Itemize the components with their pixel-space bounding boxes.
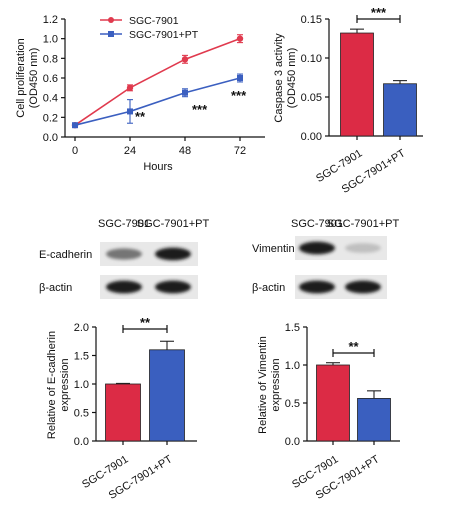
- y-axis-label: Relative of E-cadherinexpression: [46, 331, 71, 439]
- band-label: Vimentin: [252, 243, 295, 255]
- lane-header: SGC-7901+PT: [327, 218, 400, 230]
- x-tick-label: 0: [72, 145, 78, 157]
- y-tick-label: 0.5: [285, 398, 300, 410]
- y-tick-label: 0.05: [301, 92, 322, 104]
- data-point: [236, 35, 244, 42]
- bar: [149, 349, 185, 442]
- bar: [316, 364, 350, 442]
- y-tick-label: 1.2: [43, 14, 58, 26]
- y-axis-label: Caspase 3 activity(OD450 nm): [273, 33, 298, 123]
- data-point: [182, 89, 188, 96]
- significance-marker: **: [348, 339, 359, 354]
- y-tick-label: 1.0: [43, 34, 58, 46]
- series-line: [74, 37, 241, 126]
- y-tick-label: 0.8: [43, 53, 58, 65]
- bar: [383, 83, 417, 137]
- lane-header: SGC-7901+PT: [137, 218, 210, 230]
- significance-marker: ***: [192, 102, 208, 117]
- y-axis-label: Relative of Vimentinexpression: [257, 336, 282, 434]
- y-tick-label: 0.6: [43, 73, 58, 85]
- data-point: [127, 108, 133, 115]
- bar: [357, 398, 391, 442]
- significance-marker: ***: [371, 5, 387, 20]
- legend-label: SGC-7901+PT: [129, 29, 199, 41]
- y-tick-label: 0.0: [74, 436, 89, 448]
- y-tick-label: 1.5: [74, 351, 89, 363]
- blot-band: [299, 241, 335, 255]
- x-tick-label: 24: [124, 145, 136, 157]
- lane-header: SGC-7901: [98, 218, 150, 230]
- blot-band: [155, 280, 191, 294]
- blot-band: [299, 280, 335, 294]
- significance-marker: **: [140, 315, 151, 330]
- data-point: [181, 56, 189, 63]
- legend-marker: [108, 31, 114, 37]
- y-tick-label: 0.4: [43, 93, 58, 105]
- y-tick-label: 2.0: [74, 322, 89, 334]
- y-tick-label: 0.5: [74, 408, 89, 420]
- y-tick-label: 1.0: [74, 379, 89, 391]
- y-tick-label: 1.0: [285, 360, 300, 372]
- blot-band: [106, 280, 142, 294]
- data-point: [237, 75, 243, 81]
- band-label: E-cadherin: [39, 249, 92, 261]
- y-tick-label: 0.0: [285, 436, 300, 448]
- x-axis-label: Hours: [143, 161, 173, 173]
- x-tick-label: 48: [179, 145, 191, 157]
- y-tick-label: 0.0: [43, 132, 58, 144]
- legend-label: SGC-7901: [129, 15, 179, 27]
- series-line: [74, 77, 241, 126]
- blot-band: [106, 248, 142, 260]
- y-tick-label: 0.10: [301, 53, 322, 65]
- band-label: β-actin: [39, 282, 72, 294]
- bar: [340, 32, 374, 137]
- legend-marker: [108, 17, 114, 23]
- proliferation-line-chart: 0.0 0.2 0.4 0.6 0.8 1.0 1.2 0 24 48 72 Hours Cell pr…: [15, 14, 265, 173]
- bar: [105, 383, 141, 442]
- lane-header: SGC-7901: [291, 218, 343, 230]
- significance-marker: ***: [231, 88, 247, 103]
- band-label: β-actin: [252, 282, 285, 294]
- y-tick-label: 1.5: [285, 322, 300, 334]
- y-tick-label: 0.2: [43, 112, 58, 124]
- y-tick-label: 0.15: [301, 14, 322, 26]
- y-axis-label: Cell proliferation(OD450 nm): [15, 38, 40, 117]
- blot-band: [155, 247, 191, 261]
- data-point: [72, 122, 78, 129]
- data-point: [126, 84, 134, 92]
- significance-marker: **: [135, 109, 146, 124]
- x-tick-label: 72: [234, 145, 246, 157]
- y-tick-label: 0.00: [301, 131, 322, 143]
- blot-band: [345, 243, 381, 253]
- blot-band: [345, 280, 381, 294]
